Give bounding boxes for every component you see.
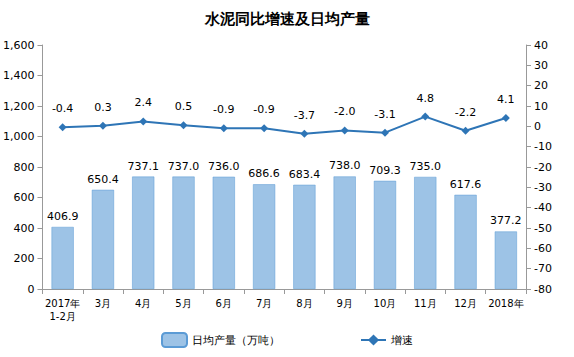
svg-text:-2.2: -2.2	[455, 106, 476, 119]
svg-text:10: 10	[534, 100, 548, 113]
svg-text:735.0: 735.0	[410, 160, 442, 173]
svg-text:4月: 4月	[135, 298, 151, 309]
svg-text:6月: 6月	[216, 298, 232, 309]
svg-text:7月: 7月	[256, 298, 272, 309]
svg-text:-10: -10	[534, 140, 552, 153]
svg-text:736.0: 736.0	[208, 160, 240, 173]
svg-text:-0.9: -0.9	[213, 103, 234, 116]
svg-text:40: 40	[534, 39, 548, 52]
svg-text:0: 0	[534, 120, 541, 133]
svg-text:-20: -20	[534, 161, 552, 174]
svg-text:-2.0: -2.0	[334, 105, 355, 118]
svg-text:30: 30	[534, 59, 548, 72]
svg-text:8月: 8月	[296, 298, 312, 309]
svg-text:-40: -40	[534, 201, 552, 214]
svg-text:水泥同比增速及日均产量: 水泥同比增速及日均产量	[204, 10, 370, 28]
svg-text:-80: -80	[534, 283, 552, 296]
svg-text:406.9: 406.9	[47, 210, 79, 223]
svg-text:10月: 10月	[374, 298, 397, 309]
svg-text:20: 20	[534, 79, 548, 92]
svg-text:9月: 9月	[336, 298, 352, 309]
svg-text:2017年: 2017年	[45, 298, 80, 309]
svg-text:4.8: 4.8	[417, 92, 435, 105]
svg-text:2.4: 2.4	[134, 96, 152, 109]
svg-text:617.6: 617.6	[450, 178, 482, 191]
svg-text:683.4: 683.4	[289, 168, 321, 181]
svg-text:5月: 5月	[175, 298, 191, 309]
svg-text:0: 0	[27, 283, 34, 296]
svg-text:737.0: 737.0	[168, 160, 200, 173]
svg-text:738.0: 738.0	[329, 159, 361, 172]
svg-text:-3.1: -3.1	[374, 108, 395, 121]
svg-text:0.5: 0.5	[175, 100, 193, 113]
svg-text:377.2: 377.2	[490, 214, 521, 227]
svg-text:1,000: 1,000	[3, 130, 35, 143]
svg-text:600: 600	[13, 191, 34, 204]
svg-text:800: 800	[13, 161, 34, 174]
svg-text:1-2月: 1-2月	[49, 311, 75, 322]
svg-text:686.6: 686.6	[248, 167, 280, 180]
svg-text:709.3: 709.3	[369, 164, 401, 177]
svg-text:400: 400	[13, 222, 34, 235]
svg-text:2018年: 2018年	[488, 298, 523, 309]
svg-text:1,600: 1,600	[3, 39, 35, 52]
svg-text:-60: -60	[534, 242, 552, 255]
svg-text:-3.7: -3.7	[294, 109, 315, 122]
svg-text:增速: 增速	[390, 334, 413, 347]
svg-text:200: 200	[13, 252, 34, 265]
svg-text:4.1: 4.1	[497, 93, 514, 106]
svg-text:12月: 12月	[454, 298, 477, 309]
svg-text:650.4: 650.4	[87, 173, 119, 186]
svg-text:0.3: 0.3	[94, 101, 112, 114]
svg-text:11月: 11月	[414, 298, 437, 309]
svg-text:日均产量（万吨）: 日均产量（万吨）	[192, 334, 280, 347]
svg-text:737.1: 737.1	[127, 160, 159, 173]
svg-text:-0.4: -0.4	[52, 102, 73, 115]
svg-text:-50: -50	[534, 222, 552, 235]
svg-text:-30: -30	[534, 181, 552, 194]
svg-text:3月: 3月	[95, 298, 111, 309]
svg-text:1,400: 1,400	[3, 69, 35, 82]
svg-text:-70: -70	[534, 262, 552, 275]
svg-text:-0.9: -0.9	[253, 103, 274, 116]
svg-text:1,200: 1,200	[3, 100, 35, 113]
